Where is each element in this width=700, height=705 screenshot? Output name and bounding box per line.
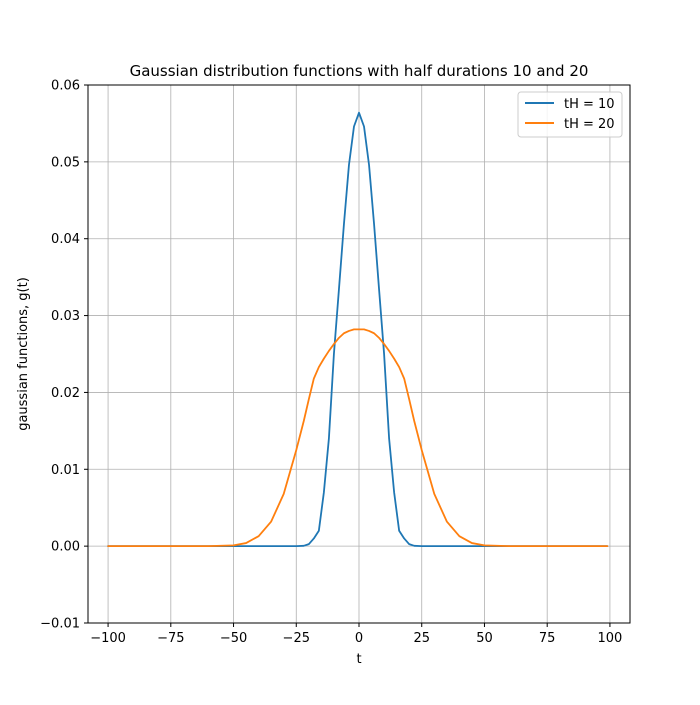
x-axis-ticks: −100 −75 −50 −25 0 25 50 75 100: [90, 623, 622, 646]
series-line-th10: [107, 111, 609, 548]
x-tick-label: 25: [413, 631, 430, 646]
legend: tH = 10 tH = 20: [517, 91, 623, 138]
x-tick-label: 0: [355, 631, 363, 646]
x-tick-label: −75: [157, 631, 184, 646]
x-tick-label: −50: [220, 631, 247, 646]
y-axis-label: gaussian functions, g(t): [16, 277, 31, 431]
y-tick-label: 0.00: [51, 540, 80, 555]
series-line-th20: [107, 328, 609, 548]
x-tick-label: 100: [598, 631, 623, 646]
x-tick-label: −25: [283, 631, 310, 646]
legend-label-th20: tH = 20: [564, 117, 615, 132]
chart-title: Gaussian distribution functions with hal…: [130, 62, 589, 80]
x-tick-label: 75: [539, 631, 556, 646]
x-tick-label: 50: [476, 631, 493, 646]
y-axis-ticks: −0.01 0.00 0.01 0.02 0.03 0.04 0.05 0.06: [40, 79, 88, 632]
legend-label-th10: tH = 10: [564, 97, 615, 112]
series-lines: [107, 111, 609, 548]
y-tick-label: 0.02: [51, 386, 80, 401]
x-axis-label: t: [356, 652, 361, 667]
y-tick-label: 0.04: [51, 232, 80, 247]
y-tick-label: 0.01: [51, 463, 80, 478]
grid: [88, 84, 630, 624]
y-tick-label: 0.03: [51, 309, 80, 324]
x-tick-label: −100: [90, 631, 126, 646]
y-tick-label: −0.01: [40, 617, 80, 632]
y-tick-label: 0.05: [51, 155, 80, 170]
y-tick-label: 0.06: [51, 79, 80, 94]
